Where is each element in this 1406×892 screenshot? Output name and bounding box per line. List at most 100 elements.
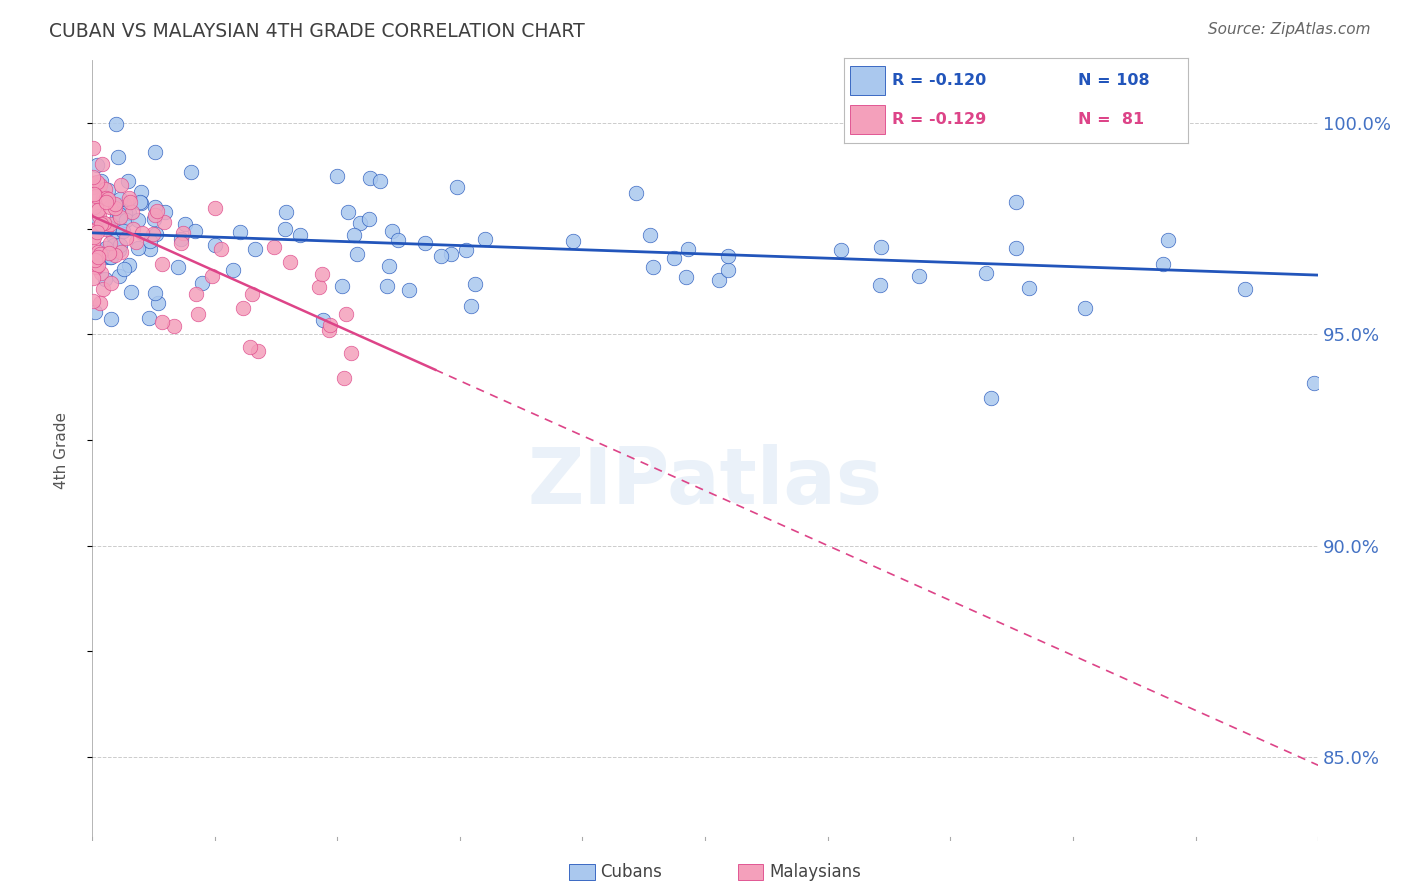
Point xyxy=(337,205,360,219)
Point xyxy=(153,215,176,229)
Point xyxy=(349,216,371,230)
Point xyxy=(398,283,420,297)
Point xyxy=(86,258,108,272)
Point xyxy=(150,315,173,329)
Point xyxy=(184,224,207,238)
Point xyxy=(155,205,177,219)
Point xyxy=(87,202,110,217)
Point xyxy=(675,269,697,284)
Point xyxy=(128,195,150,210)
Point xyxy=(190,276,212,290)
Point xyxy=(93,250,115,264)
Point xyxy=(82,235,104,250)
Point xyxy=(94,191,117,205)
Text: CUBAN VS MALAYSIAN 4TH GRADE CORRELATION CHART: CUBAN VS MALAYSIAN 4TH GRADE CORRELATION… xyxy=(49,22,585,41)
Point xyxy=(121,205,143,219)
Point xyxy=(101,227,124,242)
Point xyxy=(662,252,685,266)
Point xyxy=(1074,301,1097,316)
Text: 4th Grade: 4th Grade xyxy=(53,412,69,489)
Point xyxy=(89,178,111,192)
Point xyxy=(142,227,165,241)
Point xyxy=(96,222,118,236)
Point xyxy=(446,180,468,194)
Point xyxy=(86,225,108,239)
Point xyxy=(146,296,169,310)
Point xyxy=(717,249,740,263)
Point xyxy=(139,234,162,248)
Point xyxy=(311,268,333,282)
Point xyxy=(122,221,145,235)
Point xyxy=(143,211,166,226)
Point xyxy=(239,339,262,353)
Point xyxy=(90,266,112,280)
Point xyxy=(143,208,166,222)
Point xyxy=(93,272,115,286)
Point xyxy=(115,231,138,245)
Point xyxy=(115,213,138,227)
Point xyxy=(1302,376,1324,390)
Point xyxy=(387,233,409,247)
Point xyxy=(139,242,162,256)
Point xyxy=(105,117,128,131)
Point xyxy=(222,262,245,277)
Point xyxy=(90,244,112,259)
Point xyxy=(90,174,112,188)
Point xyxy=(209,242,232,256)
Point xyxy=(84,260,107,275)
Point xyxy=(562,234,585,248)
Point xyxy=(1004,241,1026,255)
Point xyxy=(143,285,166,300)
Point xyxy=(381,224,404,238)
Point xyxy=(464,277,486,291)
Point xyxy=(326,169,349,183)
Point xyxy=(94,241,117,255)
Text: Cubans: Cubans xyxy=(600,863,662,881)
Point xyxy=(112,197,135,211)
Point xyxy=(93,182,115,196)
Point xyxy=(232,301,254,315)
Point xyxy=(125,235,148,249)
Point xyxy=(83,186,105,201)
Point xyxy=(146,203,169,218)
Point xyxy=(114,206,136,220)
Point xyxy=(86,175,108,189)
Point xyxy=(342,227,364,242)
Point xyxy=(89,246,111,260)
Point xyxy=(980,391,1002,405)
Point xyxy=(118,191,141,205)
Point xyxy=(340,346,363,360)
Point xyxy=(359,171,381,186)
Point xyxy=(430,249,453,263)
Point xyxy=(100,312,122,326)
Point xyxy=(204,238,226,252)
Point xyxy=(100,235,122,250)
Point xyxy=(82,271,104,285)
Point xyxy=(110,245,132,260)
Point xyxy=(187,307,209,321)
Point xyxy=(228,225,250,239)
Point xyxy=(415,236,437,251)
Point xyxy=(180,165,202,179)
Point xyxy=(86,158,108,172)
Point xyxy=(278,254,301,268)
Point xyxy=(87,212,110,227)
Point xyxy=(167,260,190,274)
Point xyxy=(82,180,104,194)
Point xyxy=(90,157,112,171)
Point xyxy=(638,227,661,242)
Point xyxy=(118,195,141,210)
Point xyxy=(131,226,153,240)
Point xyxy=(86,188,108,202)
Point xyxy=(330,278,353,293)
Point xyxy=(869,278,891,293)
Point xyxy=(870,240,893,254)
Point xyxy=(170,232,193,246)
Point xyxy=(98,200,121,214)
Point xyxy=(375,279,398,293)
Point xyxy=(368,174,391,188)
Point xyxy=(641,260,664,274)
Point xyxy=(707,273,730,287)
Point xyxy=(440,247,463,261)
Point xyxy=(98,217,121,231)
